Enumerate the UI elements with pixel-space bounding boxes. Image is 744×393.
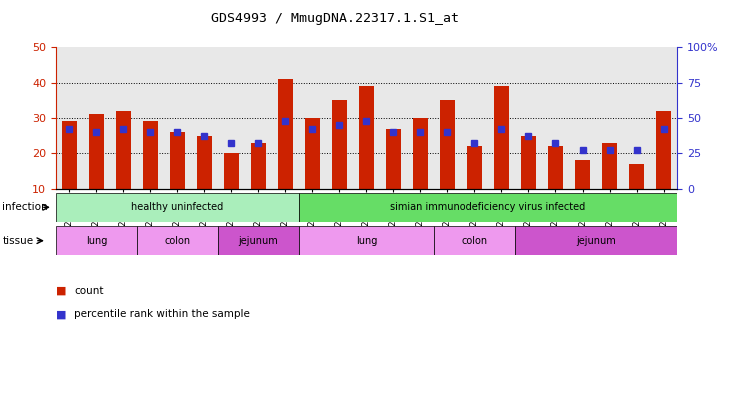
Text: jejunum: jejunum — [239, 236, 278, 246]
Bar — [494, 86, 509, 224]
Bar — [602, 143, 617, 224]
Text: GDS4993 / MmugDNA.22317.1.S1_at: GDS4993 / MmugDNA.22317.1.S1_at — [211, 12, 459, 25]
Bar — [413, 118, 428, 224]
Bar — [299, 193, 677, 222]
Bar — [224, 153, 239, 224]
Text: percentile rank within the sample: percentile rank within the sample — [74, 309, 250, 320]
Bar — [332, 100, 347, 224]
Bar — [386, 129, 401, 224]
Bar — [467, 146, 482, 224]
Bar — [575, 160, 590, 224]
Bar — [116, 111, 131, 224]
Bar — [278, 79, 293, 224]
Bar — [218, 226, 299, 255]
Bar — [656, 111, 671, 224]
Bar — [143, 121, 158, 224]
Bar — [359, 86, 373, 224]
Bar — [89, 114, 103, 224]
Bar — [137, 226, 218, 255]
Text: lung: lung — [86, 236, 107, 246]
Bar — [434, 226, 515, 255]
Bar — [521, 136, 536, 224]
Text: count: count — [74, 286, 104, 296]
Bar — [299, 226, 434, 255]
Bar — [56, 193, 299, 222]
Bar — [440, 100, 455, 224]
Bar — [629, 164, 644, 224]
Text: lung: lung — [356, 236, 377, 246]
Bar — [56, 226, 137, 255]
Bar — [62, 121, 77, 224]
Bar — [305, 118, 320, 224]
Text: ■: ■ — [56, 286, 66, 296]
Text: colon: colon — [461, 236, 487, 246]
Text: simian immunodeficiency virus infected: simian immunodeficiency virus infected — [391, 202, 586, 212]
Text: tissue: tissue — [2, 236, 33, 246]
Bar — [170, 132, 185, 224]
Bar — [548, 146, 563, 224]
Text: colon: colon — [164, 236, 190, 246]
Bar — [515, 226, 677, 255]
Text: infection: infection — [2, 202, 48, 212]
Text: healthy uninfected: healthy uninfected — [131, 202, 223, 212]
Bar — [251, 143, 266, 224]
Text: ■: ■ — [56, 309, 66, 320]
Text: jejunum: jejunum — [576, 236, 616, 246]
Bar — [197, 136, 212, 224]
